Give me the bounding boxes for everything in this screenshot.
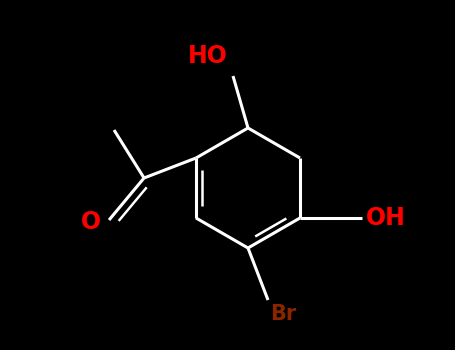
Text: OH: OH [366, 206, 406, 230]
Text: HO: HO [188, 44, 228, 68]
Text: Br: Br [270, 304, 296, 324]
Text: O: O [81, 210, 101, 234]
